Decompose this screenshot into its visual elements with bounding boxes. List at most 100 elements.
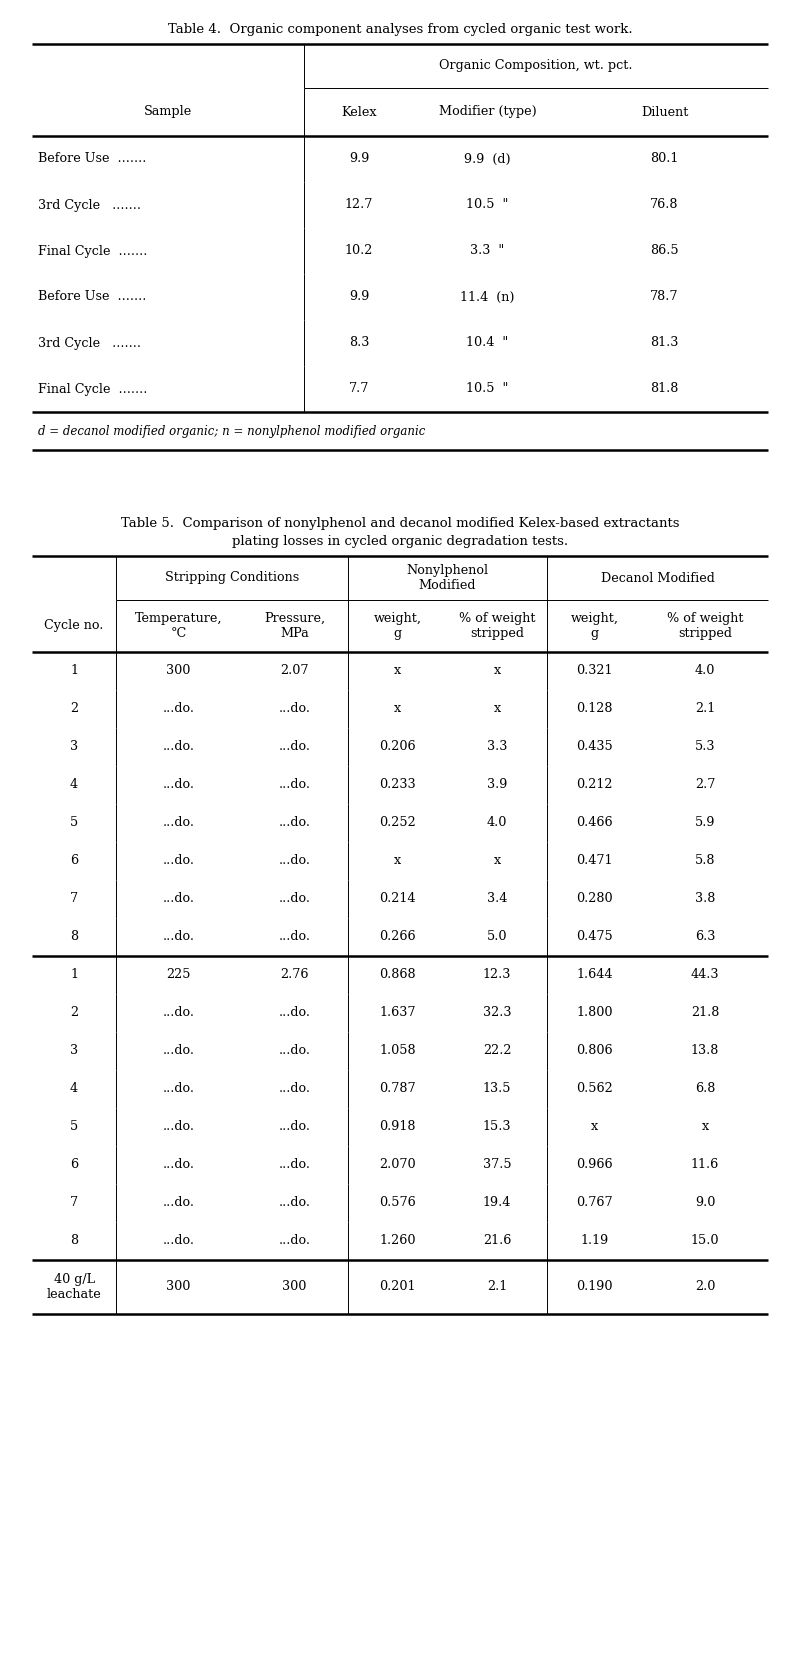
Text: 1.644: 1.644 [576, 969, 613, 982]
Text: ...do.: ...do. [278, 1044, 310, 1058]
Text: 8.3: 8.3 [349, 336, 369, 349]
Text: 0.266: 0.266 [379, 930, 416, 944]
Text: Diluent: Diluent [641, 106, 688, 119]
Text: x: x [591, 1120, 598, 1133]
Text: ...do.: ...do. [162, 1006, 194, 1019]
Text: x: x [394, 665, 401, 678]
Text: 19.4: 19.4 [483, 1197, 511, 1209]
Text: ...do.: ...do. [278, 816, 310, 829]
Text: d = decanol modified organic; n = nonylphenol modified organic: d = decanol modified organic; n = nonylp… [38, 425, 426, 438]
Text: 2.0: 2.0 [695, 1281, 715, 1293]
Text: 4.0: 4.0 [695, 665, 715, 678]
Text: x: x [494, 702, 501, 715]
Text: ...do.: ...do. [278, 1083, 310, 1095]
Text: 2: 2 [70, 1006, 78, 1019]
Text: 0.435: 0.435 [576, 740, 613, 754]
Text: Pressure,
MPa: Pressure, MPa [264, 613, 325, 640]
Text: 7: 7 [70, 893, 78, 905]
Text: Sample: Sample [144, 106, 192, 119]
Text: 2.1: 2.1 [487, 1281, 507, 1293]
Text: 5: 5 [70, 816, 78, 829]
Text: ...do.: ...do. [278, 1006, 310, 1019]
Text: plating losses in cycled organic degradation tests.: plating losses in cycled organic degrada… [232, 536, 568, 549]
Text: 3rd Cycle   .......: 3rd Cycle ....... [38, 336, 141, 349]
Text: 9.9: 9.9 [349, 153, 369, 166]
Text: 4: 4 [70, 1083, 78, 1095]
Text: ...do.: ...do. [162, 1044, 194, 1058]
Text: Kelex: Kelex [341, 106, 377, 119]
Text: 3.4: 3.4 [487, 893, 507, 905]
Text: 2: 2 [70, 702, 78, 715]
Text: 13.8: 13.8 [691, 1044, 719, 1058]
Text: Modifier (type): Modifier (type) [438, 106, 536, 119]
Text: 11.6: 11.6 [691, 1159, 719, 1172]
Text: 9.9: 9.9 [349, 290, 369, 304]
Text: ...do.: ...do. [278, 893, 310, 905]
Text: 8: 8 [70, 930, 78, 944]
Text: x: x [494, 855, 501, 868]
Text: 0.966: 0.966 [576, 1159, 613, 1172]
Text: x: x [494, 665, 501, 678]
Text: ...do.: ...do. [278, 702, 310, 715]
Text: 11.4  (n): 11.4 (n) [460, 290, 514, 304]
Text: Table 5.  Comparison of nonylphenol and decanol modified Kelex-based extractants: Table 5. Comparison of nonylphenol and d… [121, 517, 679, 531]
Text: 37.5: 37.5 [482, 1159, 511, 1172]
Text: 9.9  (d): 9.9 (d) [464, 153, 511, 166]
Text: 300: 300 [166, 1281, 190, 1293]
Text: 0.128: 0.128 [576, 702, 613, 715]
Text: 1.19: 1.19 [580, 1234, 609, 1247]
Text: 0.767: 0.767 [576, 1197, 613, 1209]
Text: 12.3: 12.3 [483, 969, 511, 982]
Text: 1: 1 [70, 665, 78, 678]
Text: 0.787: 0.787 [379, 1083, 416, 1095]
Text: 5.0: 5.0 [486, 930, 507, 944]
Text: 10.2: 10.2 [345, 245, 373, 257]
Text: weight,
g: weight, g [374, 613, 422, 640]
Text: x: x [702, 1120, 709, 1133]
Text: ...do.: ...do. [162, 1083, 194, 1095]
Text: 5.3: 5.3 [694, 740, 715, 754]
Text: 6.8: 6.8 [695, 1083, 715, 1095]
Text: 3.3  ": 3.3 " [470, 245, 505, 257]
Text: 0.212: 0.212 [576, 779, 613, 791]
Text: ...do.: ...do. [162, 816, 194, 829]
Text: 300: 300 [166, 665, 190, 678]
Text: 7.7: 7.7 [349, 383, 369, 396]
Text: 0.214: 0.214 [379, 893, 416, 905]
Text: 22.2: 22.2 [482, 1044, 511, 1058]
Text: 6: 6 [70, 1159, 78, 1172]
Text: 3.8: 3.8 [695, 893, 715, 905]
Text: 6.3: 6.3 [695, 930, 715, 944]
Text: x: x [394, 855, 401, 868]
Text: 2.07: 2.07 [280, 665, 309, 678]
Text: ...do.: ...do. [162, 930, 194, 944]
Text: ...do.: ...do. [162, 702, 194, 715]
Text: % of weight
stripped: % of weight stripped [458, 613, 535, 640]
Text: ...do.: ...do. [278, 1120, 310, 1133]
Text: 2.1: 2.1 [695, 702, 715, 715]
Text: Final Cycle  .......: Final Cycle ....... [38, 245, 147, 257]
Text: Nonylphenol
Modified: Nonylphenol Modified [406, 564, 489, 593]
Text: ...do.: ...do. [162, 740, 194, 754]
Text: 21.8: 21.8 [691, 1006, 719, 1019]
Text: 6: 6 [70, 855, 78, 868]
Text: 2.7: 2.7 [695, 779, 715, 791]
Text: 3.9: 3.9 [487, 779, 507, 791]
Text: ...do.: ...do. [278, 855, 310, 868]
Text: 9.0: 9.0 [695, 1197, 715, 1209]
Text: Stripping Conditions: Stripping Conditions [165, 571, 299, 584]
Text: 32.3: 32.3 [482, 1006, 511, 1019]
Text: 10.5  ": 10.5 " [466, 198, 509, 212]
Text: ...do.: ...do. [278, 1197, 310, 1209]
Text: 40 g/L
leachate: 40 g/L leachate [46, 1273, 102, 1301]
Text: 1.800: 1.800 [576, 1006, 613, 1019]
Text: 0.466: 0.466 [576, 816, 613, 829]
Text: 0.252: 0.252 [379, 816, 416, 829]
Text: ...do.: ...do. [278, 1159, 310, 1172]
Text: ...do.: ...do. [162, 1120, 194, 1133]
Text: 300: 300 [282, 1281, 306, 1293]
Text: 0.806: 0.806 [576, 1044, 613, 1058]
Text: weight,
g: weight, g [570, 613, 618, 640]
Text: Final Cycle  .......: Final Cycle ....... [38, 383, 147, 396]
Text: x: x [394, 702, 401, 715]
